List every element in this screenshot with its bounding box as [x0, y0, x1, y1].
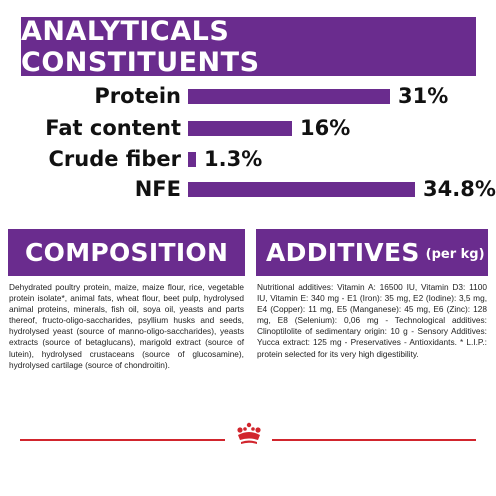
banner-title: ANALYTICALS CONSTITUENTS [21, 15, 260, 78]
constituent-value: 16% [300, 116, 351, 140]
constituent-value: 1.3% [204, 147, 263, 171]
composition-title: COMPOSITION [25, 238, 229, 267]
composition-text: Dehydrated poultry protein, maize, maize… [9, 282, 244, 370]
constituent-bar [188, 89, 390, 104]
footer-line-right [272, 439, 476, 441]
additives-subtitle: (per kg) [425, 247, 485, 262]
constituent-row-fat-content: Fat content 16% [0, 116, 496, 140]
footer-line-left [20, 439, 225, 441]
constituent-row-nfe: NFE 34.8% [0, 177, 496, 201]
constituent-label: Fat content [45, 116, 181, 140]
additives-title: ADDITIVES [266, 238, 420, 267]
analytical-constituents-banner: ANALYTICALS CONSTITUENTS [21, 15, 476, 78]
constituent-bar [188, 152, 196, 167]
constituent-bar [188, 121, 292, 136]
constituent-value: 31% [398, 84, 449, 108]
constituent-value: 34.8% [423, 177, 496, 201]
constituent-bar [188, 182, 415, 197]
constituent-label: Crude fiber [48, 147, 181, 171]
constituent-label: NFE [134, 177, 181, 201]
constituent-label: Protein [94, 84, 181, 108]
constituent-row-protein: Protein 31% [0, 84, 496, 108]
royal-canin-crown-icon [237, 422, 261, 444]
composition-panel: COMPOSITION [8, 229, 245, 276]
additives-text: Nutritional additives: Vitamin A: 16500 … [257, 282, 487, 359]
constituent-row-crude-fiber: Crude fiber 1.3% [0, 147, 496, 171]
additives-panel: ADDITIVES (per kg) [256, 229, 488, 276]
